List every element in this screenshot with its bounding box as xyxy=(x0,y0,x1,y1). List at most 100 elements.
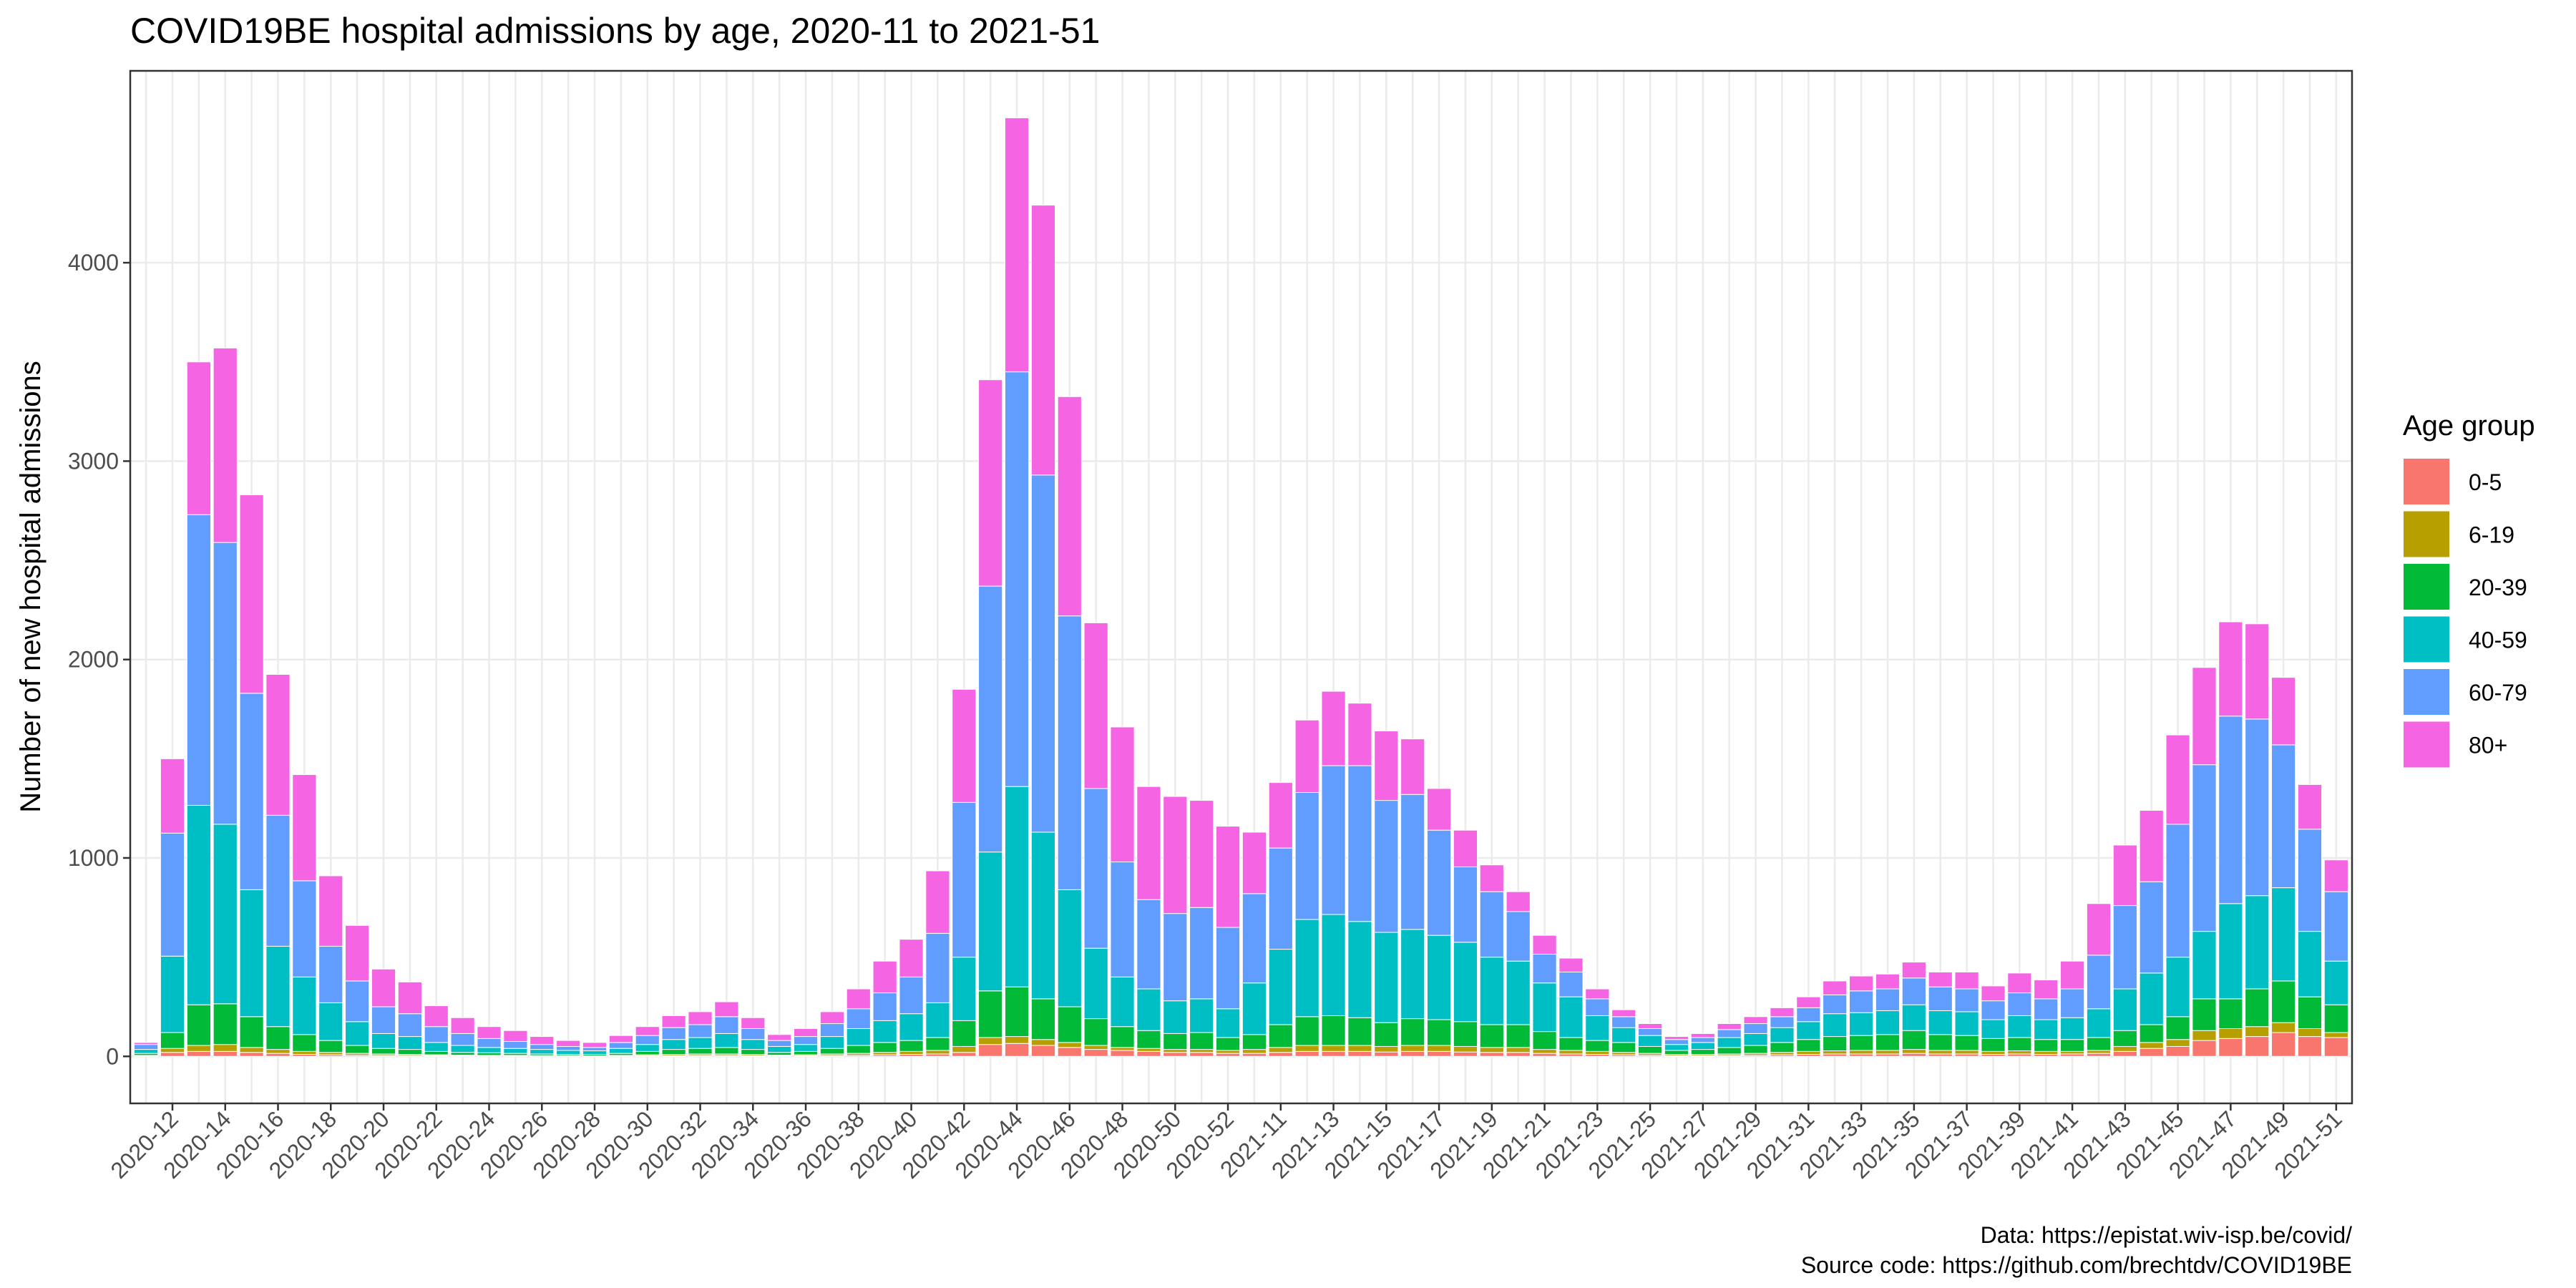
bar-segment xyxy=(793,1028,819,1038)
bar-segment xyxy=(2218,1028,2243,1039)
bar-segment xyxy=(1163,1052,1188,1057)
bar-segment xyxy=(1532,982,1557,1033)
bar-segment xyxy=(1901,962,1926,979)
bar-segment xyxy=(1479,1052,1504,1057)
bar-segment xyxy=(186,361,211,515)
bar-segment xyxy=(1796,996,1821,1008)
bar-segment xyxy=(2245,1036,2270,1057)
bar-segment xyxy=(2034,1039,2059,1052)
bar-segment xyxy=(160,955,185,1033)
bar-segment xyxy=(925,1037,950,1051)
bar-segment xyxy=(1585,1015,1610,1041)
bar-segment xyxy=(1268,1052,1293,1057)
bar-segment xyxy=(1506,1024,1531,1048)
bar-segment xyxy=(899,1040,924,1052)
bar-segment xyxy=(239,889,264,1018)
bar-segment xyxy=(688,1024,713,1038)
bar-segment xyxy=(1057,396,1082,617)
bar-segment xyxy=(1717,1037,1742,1048)
bar-segment xyxy=(1637,1028,1663,1036)
bar-segment xyxy=(925,932,950,1003)
bar-segment xyxy=(1928,986,1953,1012)
bar-segment xyxy=(952,801,977,958)
bar-segment xyxy=(1453,1045,1478,1053)
bar-segment xyxy=(661,1039,686,1050)
bar-segment xyxy=(371,1048,396,1055)
bar-segment xyxy=(1558,957,1584,972)
bar-segment xyxy=(925,870,950,934)
bar-segment xyxy=(1690,1033,1715,1038)
bar-segment xyxy=(1347,1017,1372,1046)
bar-segment xyxy=(213,347,238,543)
bar-segment xyxy=(2323,891,2348,962)
bar-segment xyxy=(741,1049,766,1055)
bar-segment xyxy=(2139,1048,2164,1057)
legend-key xyxy=(2402,509,2451,559)
bar-segment xyxy=(2060,1017,2085,1040)
caption: Data: https://epistat.wiv-isp.be/covid/ xyxy=(1981,1222,2352,1248)
bar-segment xyxy=(160,832,185,957)
bar-segment xyxy=(477,1038,502,1048)
bar-segment xyxy=(292,976,317,1035)
bar-segment xyxy=(741,1017,766,1029)
bar-segment xyxy=(1400,1045,1425,1052)
bar-segment xyxy=(1954,1035,1979,1051)
bar-segment xyxy=(1453,829,1478,867)
bar-segment xyxy=(846,1008,871,1029)
bar-segment xyxy=(1743,1016,1768,1025)
bar-segment xyxy=(1690,1049,1715,1055)
bar-segment xyxy=(1585,1050,1610,1055)
bar-segment xyxy=(1770,1016,1795,1028)
bar-segment xyxy=(819,1036,845,1049)
bar-segment xyxy=(2060,1050,2085,1055)
bar-segment xyxy=(1558,971,1584,997)
bar-segment xyxy=(846,1028,871,1046)
bar-segment xyxy=(1875,1034,1901,1051)
bar-segment xyxy=(688,1011,713,1025)
bar-segment xyxy=(1321,691,1346,766)
bar-segment xyxy=(1268,782,1293,849)
bar-segment xyxy=(1374,932,1399,1023)
bar-segment xyxy=(1426,1019,1452,1046)
bar-segment xyxy=(1981,1000,2006,1020)
bar-segment xyxy=(1823,1036,1848,1052)
bar-segment xyxy=(1294,919,1319,1018)
bar-segment xyxy=(397,981,422,1015)
bar-segment xyxy=(2139,881,2164,974)
bar-segment xyxy=(1321,914,1346,1016)
bar-segment xyxy=(239,1047,264,1053)
bar-segment xyxy=(1083,1049,1108,1057)
bar-segment xyxy=(1928,1050,1953,1055)
bar-segment xyxy=(1426,829,1452,936)
bar-segment xyxy=(318,1002,343,1041)
bar-segment xyxy=(1611,1009,1636,1018)
bar-segment xyxy=(2112,1045,2137,1052)
bar-segment xyxy=(1585,998,1610,1016)
bar-segment xyxy=(2218,903,2243,1000)
bar-segment xyxy=(661,1015,686,1028)
bar-segment xyxy=(1163,1000,1188,1034)
bar-segment xyxy=(292,1034,317,1052)
bar-segment xyxy=(2112,844,2137,907)
bar-segment xyxy=(1479,864,1504,892)
bar-segment xyxy=(1611,1016,1636,1028)
bar-segment xyxy=(477,1026,502,1039)
bar-segment xyxy=(1426,788,1452,831)
bar-segment xyxy=(899,939,924,977)
bar-segment xyxy=(1637,1035,1663,1047)
bar-segment xyxy=(1004,786,1030,987)
bar-segment xyxy=(2323,1037,2348,1057)
bar-segment xyxy=(1215,1053,1241,1057)
bar-segment xyxy=(2218,1038,2243,1057)
bar-segment xyxy=(160,758,185,834)
bar-segment xyxy=(925,1050,950,1055)
bar-segment xyxy=(1532,953,1557,984)
bar-segment xyxy=(213,542,238,825)
bar-segment xyxy=(1400,1050,1425,1057)
bar-segment xyxy=(1215,1037,1241,1051)
bar-segment xyxy=(1426,935,1452,1020)
bar-segment xyxy=(1796,1039,1821,1052)
bar-segment xyxy=(1057,615,1082,890)
bar-segment xyxy=(846,1045,871,1054)
